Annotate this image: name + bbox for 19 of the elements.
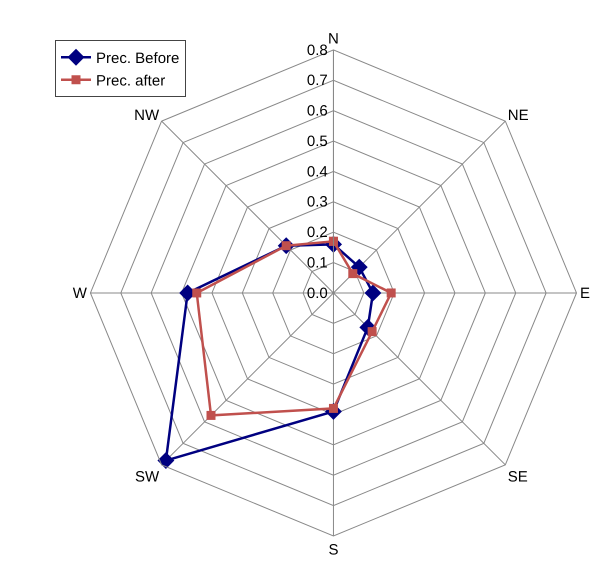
y-tick-label: 0.7 xyxy=(306,72,328,90)
y-tick-label: 0.5 xyxy=(306,132,328,150)
legend-label: Prec. after xyxy=(96,72,166,90)
y-tick-label: 0.8 xyxy=(306,42,328,59)
spoke-label: NW xyxy=(134,107,160,124)
y-tick-label: 0.3 xyxy=(306,194,328,211)
spoke-label: NE xyxy=(508,107,529,124)
y-tick-label: 0.2 xyxy=(306,224,328,242)
spoke-label: SW xyxy=(134,468,160,486)
y-tick-label: 0.1 xyxy=(306,254,328,272)
y-tick-label: 0.4 xyxy=(306,163,328,180)
text: 0.0 xyxy=(306,284,328,302)
spoke-label: S xyxy=(328,542,338,558)
spoke-label: E xyxy=(580,285,590,302)
legend-label: Prec. Before xyxy=(96,50,180,68)
y-tick-label: 0.6 xyxy=(306,102,328,120)
spoke-label: W xyxy=(72,285,88,302)
spoke-label: SE xyxy=(508,468,528,486)
spoke-label: N xyxy=(328,30,339,48)
